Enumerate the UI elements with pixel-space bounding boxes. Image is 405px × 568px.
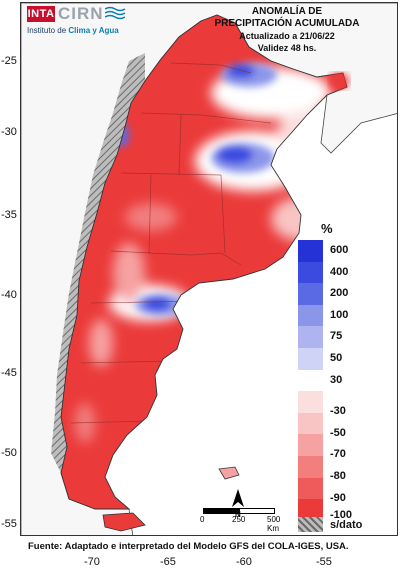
legend-item: -100	[298, 499, 368, 521]
legend-label: 100	[330, 308, 349, 321]
north-arrow-icon	[232, 489, 244, 507]
legend-label: 30	[330, 373, 343, 386]
legend-item: 75	[298, 326, 368, 348]
scale-bar-white	[239, 508, 275, 514]
legend-item: 30	[298, 369, 368, 392]
legend-label: -100	[330, 509, 353, 522]
legend-item: -30	[298, 391, 368, 417]
title-updated: Actualizado a 21/06/22	[239, 31, 335, 41]
title-validity: Validez 48 hs.	[257, 43, 317, 53]
scale-bar: 0 250 500 Km	[193, 494, 289, 533]
legend-swatch	[298, 261, 323, 284]
lon-label-60: -60	[236, 556, 252, 568]
legend-item: 50	[298, 347, 368, 370]
legend-swatch	[298, 304, 323, 327]
legend-swatch	[298, 240, 323, 262]
waves-icon	[105, 6, 126, 20]
lat-label-55: -55	[1, 518, 17, 530]
legend-item: -70	[298, 434, 368, 460]
institute-name: Instituto de Clima y Agua	[27, 26, 119, 35]
legend-swatch	[298, 499, 323, 521]
legend: 600 400 200 100 75 50 30 -30 -50 -70 -80 -90 -100	[298, 240, 368, 521]
legend-item: -50	[298, 412, 368, 439]
source-note: Fuente: Adaptado e interpretado del Mode…	[28, 541, 349, 552]
north-label: N	[235, 510, 241, 519]
lon-label-55: -55	[316, 556, 332, 568]
legend-swatch	[298, 434, 323, 456]
legend-label: 400	[330, 265, 349, 278]
tierra-del-fuego	[102, 512, 146, 532]
legend-swatch	[298, 326, 323, 348]
legend-label: -90	[330, 491, 346, 504]
legend-label: 50	[330, 351, 343, 364]
uruguay-spot	[329, 73, 349, 89]
legend-swatch	[298, 391, 323, 413]
inta-logo: INTA	[27, 6, 55, 22]
legend-swatch	[298, 347, 323, 370]
legend-item: 400	[298, 261, 368, 284]
legend-item: 600	[298, 240, 368, 262]
nodata-swatch	[298, 517, 323, 532]
scale-label-0: 0	[200, 515, 205, 524]
institute-highlight: Clima y Agua	[68, 26, 119, 35]
legend-label: -80	[330, 469, 346, 482]
lat-label-25: -25	[1, 55, 17, 67]
title-line1: ANOMALÍA DE	[251, 6, 323, 17]
legend-item: 200	[298, 283, 368, 305]
malvinas	[218, 466, 240, 480]
lat-label-30: -30	[1, 126, 17, 138]
legend-swatch	[298, 455, 323, 478]
lon-label-65: -65	[160, 556, 176, 568]
institute-prefix: Instituto de	[27, 26, 69, 35]
legend-label: -50	[330, 426, 346, 439]
legend-label: 200	[330, 287, 349, 300]
lat-label-40: -40	[1, 289, 17, 301]
argentina-outline	[60, 14, 348, 510]
legend-label: 600	[330, 244, 349, 256]
map-title: ANOMALÍA DE PRECIPITACIÓN ACUMULADA Actu…	[207, 6, 367, 54]
legend-swatch	[298, 477, 323, 500]
lat-label-35: -35	[1, 209, 17, 221]
lat-label-50: -50	[1, 447, 17, 459]
map-frame: INTA CIRN Instituto de Clima y Agua ANOM…	[20, 2, 398, 536]
legend-item: 100	[298, 304, 368, 327]
legend-item: -80	[298, 455, 368, 482]
legend-label: 75	[330, 330, 343, 343]
legend-swatch	[298, 412, 323, 435]
lon-label-70: -70	[84, 556, 100, 568]
nodata-label: s/dato	[330, 519, 363, 531]
legend-unit: %	[321, 221, 333, 236]
legend-label: -70	[330, 448, 346, 461]
legend-swatch	[298, 369, 323, 392]
cirn-logo: CIRN	[58, 4, 104, 23]
legend-item: -90	[298, 477, 368, 504]
legend-label: -30	[330, 405, 346, 418]
scale-bar-black	[203, 508, 239, 514]
scale-label-500: 500 Km	[267, 515, 281, 533]
scale-label-250: 250	[232, 515, 246, 524]
legend-swatch	[298, 283, 323, 305]
title-line2: PRECIPITACIÓN ACUMULADA	[214, 18, 360, 29]
lat-label-45: -45	[1, 367, 17, 379]
